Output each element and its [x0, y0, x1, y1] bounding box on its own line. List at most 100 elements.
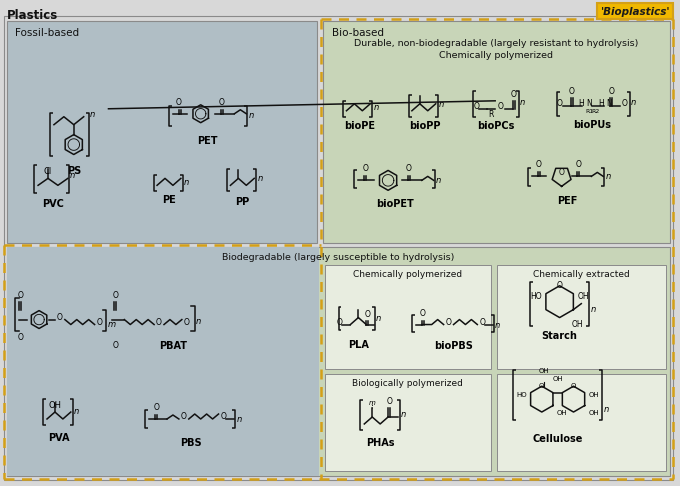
Text: n: n [401, 410, 406, 418]
Text: m: m [369, 400, 375, 406]
Text: n: n [73, 406, 79, 416]
Text: O: O [622, 99, 628, 108]
Text: OH: OH [48, 401, 61, 410]
Text: n: n [90, 110, 95, 119]
Text: Fossil-based: Fossil-based [15, 28, 80, 38]
Bar [322, 21, 670, 243]
Text: O: O [511, 90, 517, 99]
Text: n: n [196, 317, 201, 326]
Text: O: O [112, 291, 118, 300]
Text: O: O [445, 318, 452, 327]
Text: H: H [598, 99, 605, 108]
Text: bioPUs: bioPUs [573, 120, 611, 130]
Text: O: O [473, 102, 479, 111]
Text: Plastics: Plastics [7, 9, 58, 22]
Text: OH: OH [552, 376, 563, 382]
Text: O: O [57, 313, 63, 322]
Text: OH: OH [571, 320, 583, 329]
Text: H: H [579, 99, 584, 108]
Text: n: n [631, 98, 636, 107]
Text: n: n [605, 172, 611, 181]
Text: OH: OH [557, 410, 567, 416]
Text: O: O [17, 291, 23, 300]
Text: OH: OH [577, 292, 589, 301]
Text: O: O [112, 342, 118, 350]
Text: O: O [97, 318, 103, 327]
Text: n: n [248, 111, 254, 120]
Text: O: O [181, 413, 187, 421]
Text: OH: OH [588, 392, 599, 398]
Text: PS: PS [67, 166, 81, 176]
Text: PHAs: PHAs [366, 438, 394, 448]
Text: n: n [590, 305, 596, 314]
Text: PET: PET [197, 136, 218, 146]
Bar [7, 247, 670, 476]
Bar [7, 21, 317, 243]
Text: O: O [568, 87, 575, 96]
Text: Cellulose: Cellulose [532, 434, 583, 444]
Text: Biodegradable (largely susceptible to hydrolysis): Biodegradable (largely susceptible to hy… [222, 253, 455, 262]
Bar [324, 265, 491, 369]
Text: O: O [557, 281, 562, 290]
Text: O: O [608, 87, 614, 96]
Text: N: N [607, 99, 612, 108]
Text: O: O [420, 309, 426, 317]
Text: n: n [257, 174, 262, 183]
Text: n: n [495, 321, 500, 330]
Text: R2: R2 [591, 109, 600, 114]
Text: O: O [479, 318, 486, 327]
Text: n: n [373, 104, 379, 112]
Text: bioPE: bioPE [344, 121, 375, 131]
Text: O: O [557, 99, 562, 108]
Text: O: O [153, 403, 159, 412]
Bar [497, 265, 666, 369]
Text: n: n [520, 98, 525, 107]
Text: PP: PP [235, 197, 250, 207]
Text: O: O [220, 413, 226, 421]
Text: n: n [436, 176, 441, 185]
Text: n: n [376, 314, 381, 323]
Text: PE: PE [162, 195, 176, 205]
Text: O: O [571, 383, 576, 389]
Text: Starch: Starch [542, 331, 577, 342]
Text: O: O [364, 310, 370, 318]
Text: bioPP: bioPP [409, 121, 441, 131]
Bar [497, 374, 666, 471]
Text: n: n [237, 416, 241, 424]
Text: n: n [184, 178, 189, 187]
Text: PLA: PLA [348, 340, 369, 350]
Text: m: m [107, 320, 116, 329]
Text: Cl: Cl [44, 168, 52, 176]
Text: n: n [70, 171, 75, 180]
Text: PVA: PVA [48, 433, 69, 443]
Text: O: O [386, 397, 392, 406]
Text: O: O [176, 98, 182, 107]
Text: R1: R1 [585, 109, 594, 114]
Text: O: O [575, 160, 581, 170]
Text: bioPBS: bioPBS [434, 342, 473, 351]
Text: R: R [488, 110, 494, 119]
Text: HO: HO [516, 392, 527, 398]
Text: HO: HO [530, 292, 542, 301]
Text: PBS: PBS [180, 438, 201, 448]
Text: OH: OH [539, 368, 549, 374]
Text: PBAT: PBAT [159, 342, 187, 351]
Text: O: O [362, 164, 369, 174]
Text: PEF: PEF [558, 196, 578, 206]
Text: bioPET: bioPET [376, 199, 414, 209]
Text: O: O [17, 333, 23, 343]
Text: n: n [439, 100, 444, 109]
Text: Durable, non-biodegradable (largely resistant to hydrolysis): Durable, non-biodegradable (largely resi… [354, 39, 639, 48]
Text: O: O [337, 318, 343, 327]
Text: O: O [559, 169, 564, 177]
Text: n: n [603, 404, 609, 414]
Text: bioPCs: bioPCs [477, 121, 515, 131]
Text: PVC: PVC [42, 199, 64, 209]
Text: Chemically extracted: Chemically extracted [533, 270, 630, 279]
Text: O: O [406, 164, 412, 174]
Text: OH: OH [588, 410, 599, 416]
Text: O: O [156, 318, 162, 327]
Text: N: N [586, 99, 592, 108]
Text: O: O [539, 383, 545, 389]
Text: O: O [184, 318, 190, 327]
